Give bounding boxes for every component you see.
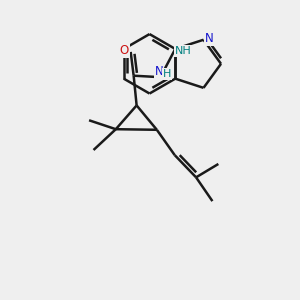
Text: O: O [119, 44, 129, 57]
Text: H: H [163, 69, 171, 79]
Text: NH: NH [175, 46, 192, 56]
Text: N: N [205, 32, 213, 45]
Text: N: N [154, 65, 163, 78]
